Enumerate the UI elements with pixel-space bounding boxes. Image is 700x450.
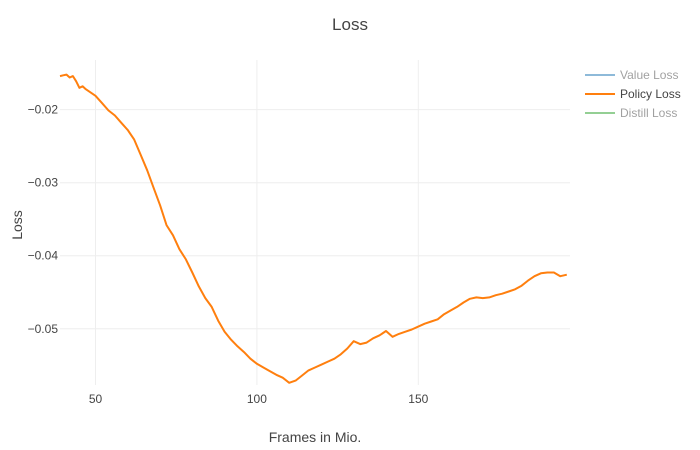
x-tick-label: 150 (408, 392, 428, 406)
chart-title: Loss (332, 15, 368, 34)
y-axis-ticks: −0.02 −0.03 −0.04 −0.05 (28, 103, 59, 336)
legend-label: Distill Loss (620, 106, 677, 120)
y-tick-label: −0.03 (28, 176, 59, 190)
x-axis-ticks: 50 100 150 (89, 392, 429, 406)
legend: Value Loss Policy Loss Distill Loss (585, 68, 681, 120)
y-tick-label: −0.05 (28, 322, 59, 336)
x-tick-label: 100 (247, 392, 267, 406)
y-tick-label: −0.04 (28, 249, 59, 263)
y-axis-title: Loss (9, 210, 25, 240)
series-line-policy-loss[interactable] (59, 73, 568, 384)
grid-lines (60, 60, 570, 385)
legend-item-policy-loss[interactable]: Policy Loss (585, 87, 681, 101)
x-tick-label: 50 (89, 392, 103, 406)
x-axis-title: Frames in Mio. (269, 429, 362, 445)
legend-label: Value Loss (620, 68, 678, 82)
legend-item-value-loss[interactable]: Value Loss (585, 68, 678, 82)
plot-area[interactable] (59, 73, 568, 384)
y-tick-label: −0.02 (28, 103, 59, 117)
legend-label: Policy Loss (620, 87, 681, 101)
legend-item-distill-loss[interactable]: Distill Loss (585, 106, 677, 120)
